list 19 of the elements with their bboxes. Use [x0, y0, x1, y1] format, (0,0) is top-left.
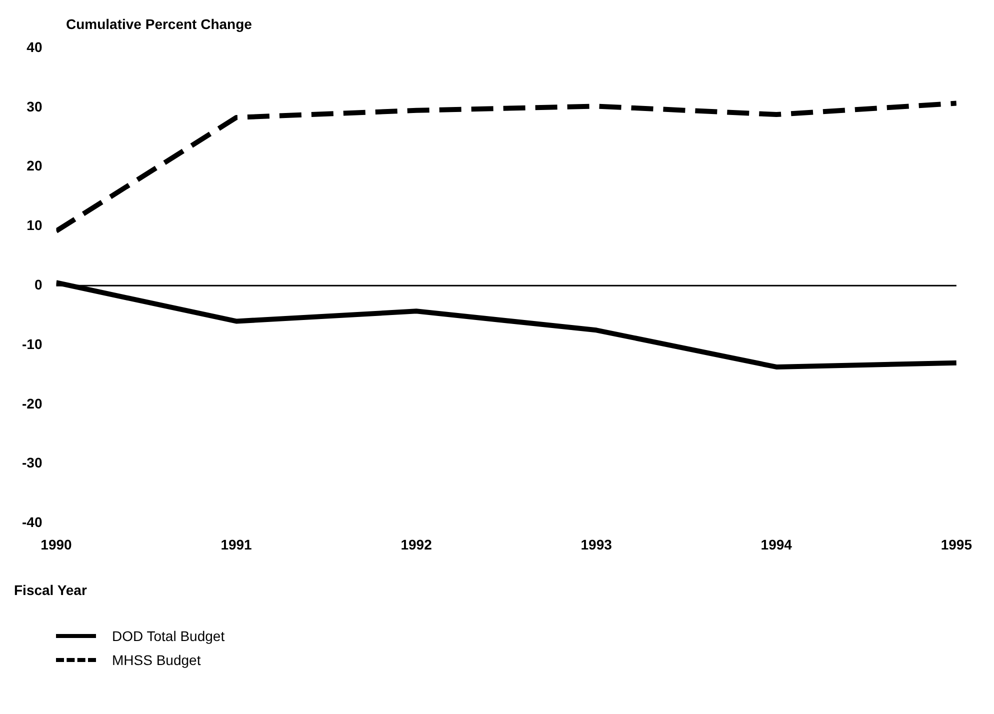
- legend-label: MHSS Budget: [112, 652, 201, 668]
- y-axis-title: Cumulative Percent Change: [66, 16, 252, 32]
- x-tick-label: 1991: [220, 536, 252, 552]
- y-tick-label: -10: [22, 336, 42, 352]
- y-tick-label: -40: [22, 514, 42, 530]
- x-tick-label: 1995: [940, 536, 972, 552]
- y-tick-label: 0: [34, 276, 42, 292]
- x-tick-label: 1993: [580, 536, 612, 552]
- y-tick-label: 20: [26, 158, 42, 174]
- x-tick-label: 1992: [400, 536, 432, 552]
- y-tick-label: 30: [26, 98, 42, 114]
- y-tick-label: -30: [22, 454, 42, 471]
- legend-label: DOD Total Budget: [112, 628, 225, 644]
- x-tick-label: 1994: [760, 536, 792, 552]
- y-tick-label: 10: [26, 217, 42, 234]
- y-tick-label: 40: [26, 38, 42, 55]
- x-tick-label: 1990: [40, 536, 72, 552]
- x-axis-title: Fiscal Year: [14, 582, 88, 598]
- y-tick-label: -20: [22, 395, 42, 412]
